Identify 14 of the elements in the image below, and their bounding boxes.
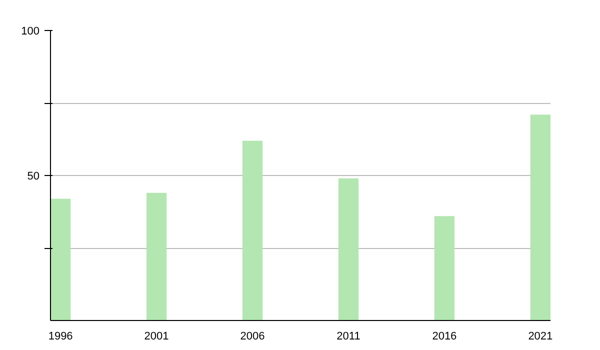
bar: [242, 140, 263, 320]
bar: [338, 178, 359, 320]
bar: [146, 192, 167, 320]
x-tick-label: 2001: [144, 330, 169, 342]
x-tick-label: 2006: [240, 330, 265, 342]
y-tick-label: 50: [27, 170, 40, 182]
bar: [530, 114, 550, 320]
x-tick-label: 1996: [48, 330, 73, 342]
x-tick-label: 2016: [432, 330, 457, 342]
y-tick-label: 100: [21, 26, 40, 38]
bar: [434, 216, 455, 320]
x-tick-label: 2011: [336, 330, 360, 342]
bar: [50, 198, 71, 320]
x-tick-label: 2021: [528, 330, 553, 342]
